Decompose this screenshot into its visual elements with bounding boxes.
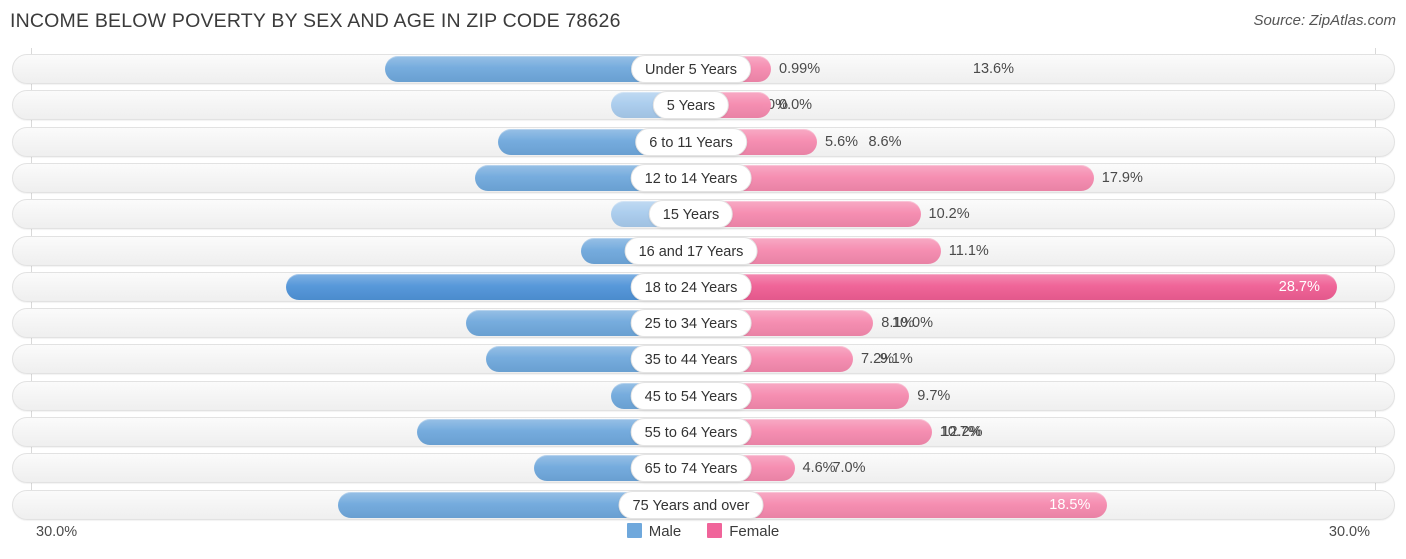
category-label-12: 65 to 74 Years [630,454,752,483]
chart-row: 4.9%11.1%16 and 17 Years [12,235,1395,266]
legend-swatch-icon [626,523,642,538]
bar-value-female: 7.2% [861,351,895,368]
bar-female[interactable] [691,273,1337,300]
chart-header: INCOME BELOW POVERTY BY SEX AND AGE IN Z… [0,0,1406,42]
category-label-11: 55 to 64 Years [630,418,752,446]
bar-value-female: 28.7% [1278,278,1320,295]
legend-item-male[interactable]: Male [626,523,682,540]
chart-row: 10.0% 8.1% 25 to 34 Years [12,308,1395,339]
category-label-1: Under 5 Years [631,55,751,83]
bar-value-female: 10.2% [928,206,970,223]
legend-swatch-icon [707,523,723,538]
chart-plot-area: 13.6% 0.99% Under 5 Years 0.0% 0.0% 5 Years 8.… [0,48,1406,520]
category-label-6: 16 and 17 Years [624,236,758,265]
axis-tick-right: 30.0% [1328,524,1370,540]
legend-item-female[interactable]: Female [707,523,779,540]
chart-row: 8.6% 5.6% 6 to 11 Years [12,126,1395,157]
bar-value-female: 18.5% [1049,496,1091,513]
category-label-9: 35 to 44 Years [630,345,752,374]
bar-value-female: 17.9% [1101,169,1143,186]
bar-value-female: 0.0% [779,97,813,114]
chart-row: 2.1%9.7%45 to 54 Years [12,380,1395,411]
axis-tick-left: 30.0% [36,524,78,540]
chart-row: 7.0% 4.6% 65 to 74 Years [12,453,1395,484]
bar-value-male: 10.0% [891,315,933,332]
legend-label: Female [729,523,780,540]
category-label-5: 15 Years [648,200,734,229]
chart-row: 9.6%17.9%12 to 14 Years [12,162,1395,193]
bar-value-female: 8.1% [881,315,915,332]
chart-row: 0.0% 0.0% 5 Years [12,90,1395,121]
chart-footer: 30.0% 30.0% Male Female [0,520,1406,559]
bar-female[interactable] [691,164,1094,191]
bar-value-male: 12.2% [941,424,983,440]
chart-row: 15.7%18.5%75 Years and over [12,489,1395,520]
chart-row: 18.0%28.7%18 to 24 Years [12,271,1395,302]
chart-row: 9.1% 7.2% 35 to 44 Years [12,344,1395,375]
chart-row: 0.0%10.2%15 Years [12,199,1395,230]
bar-value-male: 13.6% [972,61,1014,77]
bar-value-female: 10.7% [939,424,981,440]
category-label-4: 12 to 14 Years [630,163,752,192]
chart-row: 13.6% 0.99% Under 5 Years [12,54,1395,84]
bar-value-male: 9.1% [879,351,913,368]
category-label-13: 75 Years and over [618,490,764,519]
category-label-10: 45 to 54 Years [630,381,752,410]
legend-label: Male [648,523,682,540]
category-label-2: 5 Years [652,91,730,120]
bar-value-male: 8.6% [868,133,902,150]
bar-female[interactable] [691,491,1108,518]
bar-value-female: 9.7% [917,387,951,404]
bar-value-female: 0.99% [779,61,821,77]
page-title: INCOME BELOW POVERTY BY SEX AND AGE IN Z… [10,10,621,32]
category-label-3: 6 to 11 Years [635,127,747,156]
bar-male[interactable] [286,273,691,300]
bar-value-male: 7.0% [832,460,866,477]
bar-value-female: 5.6% [825,133,859,150]
chart-row: 12.2% 10.7% 55 to 64 Years [12,417,1395,447]
bar-value-female: 4.6% [802,460,836,477]
category-label-8: 25 to 34 Years [630,309,752,338]
category-label-7: 18 to 24 Years [630,272,752,301]
chart-legend: Male Female [0,523,1406,540]
bar-value-female: 11.1% [948,242,989,259]
source-attribution: Source: ZipAtlas.com [1253,12,1396,29]
